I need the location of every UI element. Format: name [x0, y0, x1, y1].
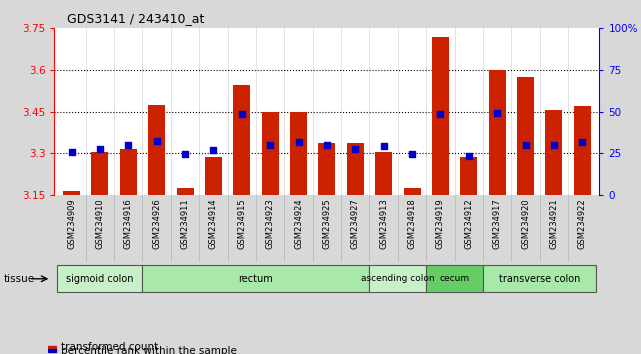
- Point: [549, 142, 559, 148]
- Text: tissue: tissue: [3, 274, 35, 284]
- Point: [577, 139, 587, 145]
- Point: [435, 112, 445, 117]
- Point: [294, 139, 304, 145]
- Text: GSM234927: GSM234927: [351, 198, 360, 249]
- Text: transformed count: transformed count: [61, 342, 158, 352]
- Bar: [92, 152, 108, 195]
- Text: GSM234921: GSM234921: [549, 198, 558, 249]
- Point: [95, 146, 105, 152]
- Text: GDS3141 / 243410_at: GDS3141 / 243410_at: [67, 12, 204, 25]
- Text: GSM234910: GSM234910: [96, 198, 104, 249]
- Bar: [375, 152, 392, 195]
- Text: rectum: rectum: [238, 274, 273, 284]
- Text: GSM234915: GSM234915: [237, 198, 246, 249]
- Bar: [290, 112, 307, 195]
- Text: GSM234918: GSM234918: [408, 198, 417, 249]
- Point: [208, 148, 219, 153]
- Bar: [426, 265, 483, 292]
- Point: [265, 142, 275, 148]
- Text: GSM234926: GSM234926: [152, 198, 161, 249]
- Point: [350, 146, 360, 152]
- Bar: [233, 85, 250, 195]
- Bar: [347, 143, 364, 195]
- Text: ascending colon: ascending colon: [361, 274, 435, 283]
- Point: [492, 110, 503, 116]
- Point: [151, 138, 162, 143]
- Text: GSM234914: GSM234914: [209, 198, 218, 249]
- Point: [237, 112, 247, 117]
- Bar: [432, 36, 449, 195]
- Bar: [262, 112, 279, 195]
- Text: GSM234909: GSM234909: [67, 198, 76, 249]
- Bar: [142, 265, 369, 292]
- Bar: [120, 149, 137, 195]
- Point: [123, 142, 133, 148]
- Text: GSM234919: GSM234919: [436, 198, 445, 249]
- Text: GSM234920: GSM234920: [521, 198, 530, 249]
- Text: GSM234922: GSM234922: [578, 198, 587, 249]
- Text: GSM234911: GSM234911: [181, 198, 190, 249]
- Bar: [517, 77, 534, 195]
- Bar: [63, 190, 80, 195]
- Point: [379, 143, 389, 149]
- Bar: [460, 157, 478, 195]
- Bar: [483, 265, 597, 292]
- Bar: [57, 265, 142, 292]
- Bar: [488, 70, 506, 195]
- Point: [520, 142, 531, 148]
- Bar: [48, 349, 56, 352]
- Text: GSM234916: GSM234916: [124, 198, 133, 249]
- Point: [322, 142, 332, 148]
- Bar: [48, 346, 56, 348]
- Bar: [369, 265, 426, 292]
- Text: sigmoid colon: sigmoid colon: [66, 274, 133, 284]
- Bar: [148, 104, 165, 195]
- Bar: [545, 110, 562, 195]
- Text: GSM234925: GSM234925: [322, 198, 331, 249]
- Point: [67, 149, 77, 155]
- Text: GSM234913: GSM234913: [379, 198, 388, 249]
- Text: GSM234912: GSM234912: [464, 198, 473, 249]
- Text: GSM234924: GSM234924: [294, 198, 303, 249]
- Point: [407, 152, 417, 157]
- Point: [180, 152, 190, 157]
- Text: cecum: cecum: [440, 274, 470, 283]
- Point: [463, 153, 474, 159]
- Bar: [404, 188, 420, 195]
- Text: percentile rank within the sample: percentile rank within the sample: [61, 346, 237, 354]
- Bar: [176, 188, 194, 195]
- Text: transverse colon: transverse colon: [499, 274, 581, 284]
- Bar: [205, 157, 222, 195]
- Bar: [574, 106, 591, 195]
- Text: GSM234923: GSM234923: [265, 198, 274, 249]
- Text: GSM234917: GSM234917: [493, 198, 502, 249]
- Bar: [319, 143, 335, 195]
